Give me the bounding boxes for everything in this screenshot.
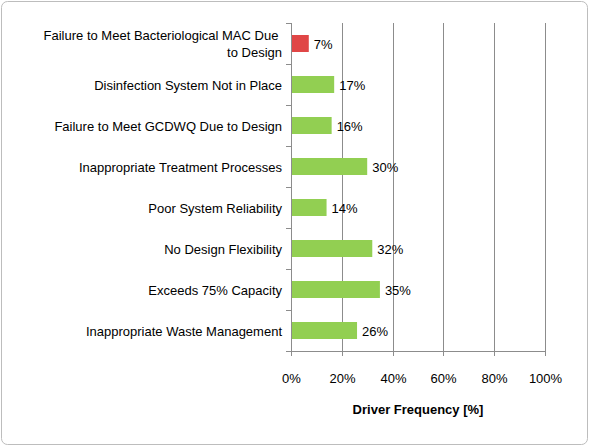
category-label: No Design Flexibility [164,242,282,257]
data-label: 16% [337,119,363,134]
tick-label: 60% [430,371,456,386]
chart-border [2,2,588,445]
grid-line [443,23,444,351]
data-label: 30% [372,160,398,175]
y-axis [291,23,292,351]
grid-line [393,23,394,351]
category-tick [286,228,291,229]
category-tick [286,105,291,106]
category-tick [286,64,291,65]
tick-label: 20% [329,371,355,386]
label-line: to Design [227,45,282,60]
bar [291,35,309,52]
label-line: No Design Flexibility [164,242,282,257]
grid-line [342,23,343,351]
category-tick [286,23,291,24]
category-label: Poor System Reliability [148,201,282,216]
label-line: Failure to Meet GCDWQ Due to Design [54,119,282,134]
bar [291,240,372,257]
category-label: Inappropriate Waste Management [86,324,282,339]
bar [291,76,334,93]
grid-line [545,23,546,351]
category-label: Inappropriate Treatment Processes [79,160,283,175]
label-line: Poor System Reliability [148,201,282,216]
data-label: 7% [314,37,333,52]
category-label: Exceeds 75% Capacity [148,283,282,298]
bar [291,199,327,216]
label-line: Inappropriate Treatment Processes [79,160,283,175]
bars [291,35,380,339]
tick-label: 40% [380,371,406,386]
bar [291,281,380,298]
label-line: Failure to Meet Bacteriological MAC Due [44,28,282,43]
category-tick [286,187,291,188]
category-tick [286,310,291,311]
category-label: Disinfection System Not in Place [94,78,282,93]
category-tick [286,269,291,270]
data-label: 17% [339,78,365,93]
category-tick [286,351,291,352]
category-label: Failure to Meet Bacteriological MAC Due … [44,28,282,60]
category-label: Failure to Meet GCDWQ Due to Design [54,119,282,134]
data-label: 26% [362,324,388,339]
label-line: Inappropriate Waste Management [86,324,282,339]
label-line: Exceeds 75% Capacity [148,283,282,298]
tick-label: 0% [282,371,301,386]
x-axis-title: Driver Frequency [%] [353,402,484,417]
bar [291,158,367,175]
data-label: 14% [332,201,358,216]
data-label: 32% [377,242,403,257]
category-tick [286,146,291,147]
x-axis [291,351,546,352]
label-line: Disinfection System Not in Place [94,78,282,93]
data-label: 35% [385,283,411,298]
chart: 0% 20% 40% 60% 80% 100% 7% 17% 16% 30% 14% 32% 35% 26… [0,0,590,447]
grid-line [494,23,495,351]
tick-label: 100% [529,371,563,386]
bar [291,322,357,339]
bar [291,117,332,134]
tick-label: 80% [481,371,507,386]
